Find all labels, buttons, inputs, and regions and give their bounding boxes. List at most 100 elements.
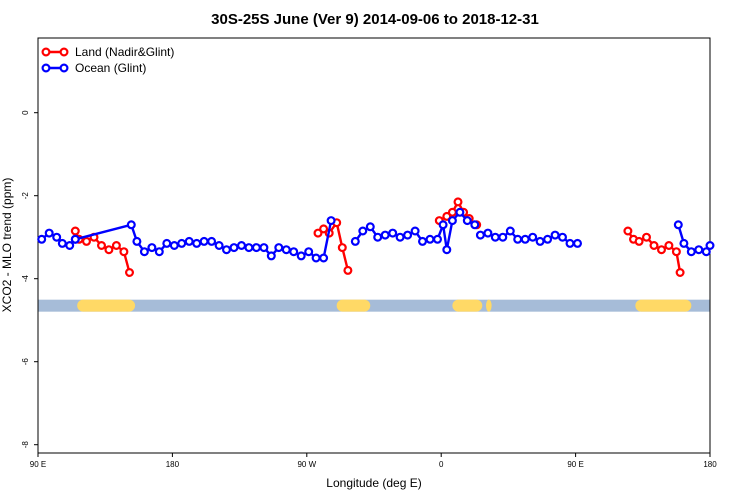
data-point <box>543 234 553 244</box>
data-point <box>395 232 405 242</box>
x-tick-label: 180 <box>703 460 717 469</box>
data-point <box>380 230 390 240</box>
data-point <box>528 232 538 242</box>
data-point <box>229 243 239 253</box>
data-point <box>675 268 685 278</box>
land-band-segment <box>486 299 492 312</box>
data-point <box>656 245 666 255</box>
data-point <box>266 251 276 261</box>
data-point <box>641 232 651 242</box>
y-axis-label: XCO2 - MLO trend (ppm) <box>0 178 14 313</box>
data-point <box>296 251 306 261</box>
data-point <box>373 232 383 242</box>
data-point <box>177 238 187 248</box>
data-point <box>498 232 508 242</box>
data-point <box>147 243 157 253</box>
data-point <box>623 226 633 236</box>
data-point <box>311 253 321 263</box>
land-ocean-band <box>38 299 710 312</box>
land-band-segment <box>635 299 692 312</box>
data-point <box>490 232 500 242</box>
data-point <box>694 245 704 255</box>
data-point <box>319 224 329 234</box>
data-point <box>403 230 413 240</box>
data-point <box>701 247 711 257</box>
y-tick-label: 0 <box>21 110 30 115</box>
data-point <box>505 226 515 236</box>
data-point <box>433 234 443 244</box>
data-point <box>259 243 269 253</box>
data-point <box>119 247 129 257</box>
data-point <box>139 247 149 257</box>
data-point <box>470 220 480 230</box>
data-point <box>410 226 420 236</box>
data-point <box>664 241 674 251</box>
data-point <box>358 226 368 236</box>
data-point <box>214 241 224 251</box>
data-point <box>455 207 465 217</box>
chart-title: 30S-25S June (Ver 9) 2014-09-06 to 2018-… <box>211 11 539 28</box>
legend-marker <box>41 63 51 73</box>
data-point <box>104 245 114 255</box>
data-point <box>37 234 47 244</box>
legend-marker <box>59 47 69 57</box>
series-layer <box>37 197 715 278</box>
data-point <box>207 236 217 246</box>
data-point <box>222 245 232 255</box>
data-point <box>154 247 164 257</box>
data-point <box>671 247 681 257</box>
data-point <box>57 238 67 248</box>
data-point <box>686 247 696 257</box>
data-point <box>475 230 485 240</box>
data-point <box>453 197 463 207</box>
data-point <box>572 238 582 248</box>
data-point <box>520 234 530 244</box>
y-tick-label: -6 <box>21 358 30 366</box>
data-point <box>70 226 80 236</box>
data-point <box>70 234 80 244</box>
data-point <box>52 232 62 242</box>
y-tick-label: -4 <box>21 275 30 283</box>
data-point <box>388 228 398 238</box>
legend-label: Ocean (Glint) <box>75 61 146 75</box>
y-tick-label: -2 <box>21 192 30 200</box>
data-point <box>673 220 683 230</box>
data-point <box>350 236 360 246</box>
legend-marker <box>59 63 69 73</box>
series-ocean <box>37 207 715 263</box>
ocean-band <box>38 299 710 312</box>
data-point <box>326 216 336 226</box>
land-band-segment <box>77 299 136 312</box>
data-point <box>244 243 254 253</box>
data-point <box>169 241 179 251</box>
data-point <box>483 228 493 238</box>
legend-marker <box>41 47 51 57</box>
data-point <box>96 241 106 251</box>
data-point <box>281 245 291 255</box>
data-point <box>132 236 142 246</box>
x-tick-label: 0 <box>439 460 444 469</box>
data-point <box>447 207 457 217</box>
data-point <box>184 236 194 246</box>
data-point <box>634 236 644 246</box>
data-point <box>442 245 452 255</box>
data-point <box>274 243 284 253</box>
data-point <box>162 238 172 248</box>
data-point <box>44 228 54 238</box>
x-axis-label: Longitude (deg E) <box>326 476 421 490</box>
data-point <box>343 265 353 275</box>
data-point <box>313 228 323 238</box>
data-point <box>442 211 452 221</box>
legend-label: Land (Nadir&Glint) <box>75 45 174 59</box>
data-point <box>649 241 659 251</box>
y-tick-label: -8 <box>21 441 30 449</box>
data-point <box>337 243 347 253</box>
data-point <box>81 236 91 246</box>
data-point <box>304 247 314 257</box>
x-tick-label: 90 W <box>297 460 316 469</box>
data-point <box>557 232 567 242</box>
data-point <box>438 220 448 230</box>
x-tick-label: 90 E <box>567 460 583 469</box>
data-point <box>365 222 375 232</box>
